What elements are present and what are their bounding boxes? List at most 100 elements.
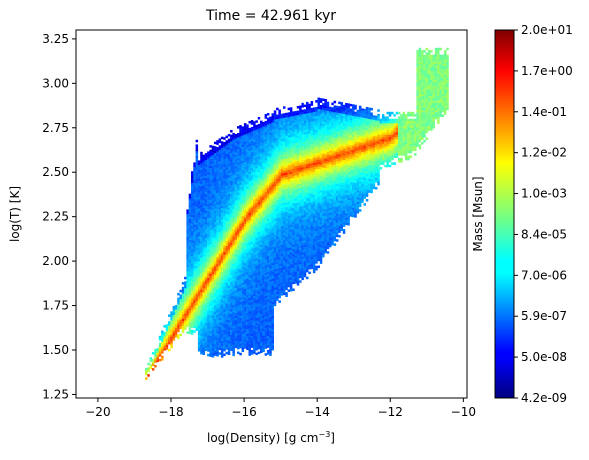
heatmap-cell: [262, 142, 265, 146]
heatmap-cell: [218, 267, 222, 270]
heatmap-cell: [308, 255, 311, 258]
heatmap-cell: [232, 303, 235, 306]
heatmap-cell: [310, 137, 314, 141]
heatmap-cell: [303, 148, 307, 151]
heatmap-cell: [296, 257, 300, 261]
heatmap-cell: [230, 173, 233, 177]
heatmap-cell: [204, 265, 208, 269]
heatmap-cell: [264, 199, 268, 202]
heatmap-cell: [248, 288, 251, 292]
heatmap-cell: [223, 247, 226, 251]
heatmap-cell: [209, 342, 212, 346]
heatmap-cell: [255, 166, 258, 169]
heatmap-cell: [269, 128, 272, 131]
heatmap-cell: [211, 233, 215, 236]
heatmap-cell: [179, 303, 182, 307]
heatmap-cell: [271, 150, 274, 153]
heatmap-cell: [273, 246, 277, 249]
heatmap-cell: [202, 341, 205, 344]
heatmap-cell: [220, 182, 224, 186]
heatmap-cell: [250, 237, 254, 240]
heatmap-cell: [202, 230, 205, 234]
heatmap-cell: [289, 176, 293, 179]
heatmap-cell: [216, 172, 219, 175]
heatmap-cell: [234, 278, 238, 282]
heatmap-cell: [264, 268, 268, 271]
heatmap-cell: [310, 209, 314, 212]
heatmap-cell: [197, 312, 201, 315]
heatmap-cell: [269, 307, 272, 310]
heatmap-cell: [294, 120, 297, 123]
heatmap-cell: [223, 319, 226, 322]
heatmap-cell: [200, 287, 203, 290]
heatmap-cell: [191, 281, 194, 285]
heatmap-cell: [211, 263, 215, 266]
heatmap-cell: [306, 161, 309, 165]
heatmap-cell: [234, 281, 238, 284]
heatmap-cell: [276, 197, 279, 200]
heatmap-cell: [283, 145, 286, 148]
heatmap-cell: [234, 136, 238, 139]
heatmap-cell: [204, 187, 208, 191]
heatmap-cell: [303, 166, 307, 170]
heatmap-cell: [294, 278, 297, 282]
heatmap-cell: [234, 203, 238, 206]
heatmap-cell: [204, 183, 208, 186]
heatmap-cell: [266, 326, 270, 330]
heatmap-cell: [204, 224, 208, 227]
heatmap-cell: [220, 300, 224, 303]
heatmap-cell: [306, 120, 309, 123]
heatmap-cell: [220, 210, 224, 213]
heatmap-cell: [248, 153, 251, 156]
heatmap-cell: [218, 315, 222, 318]
heatmap-cell: [172, 310, 176, 313]
heatmap-cell: [197, 217, 201, 221]
heatmap-cell: [310, 101, 314, 104]
heatmap-cell: [225, 174, 228, 178]
heatmap-cell: [237, 146, 240, 150]
heatmap-cell: [292, 217, 295, 220]
heatmap-cell: [214, 334, 217, 338]
heatmap-cell: [227, 239, 231, 243]
heatmap-cell: [223, 217, 226, 221]
heatmap-cell: [255, 336, 258, 339]
heatmap-cell: [243, 155, 247, 158]
heatmap-cell: [232, 284, 235, 288]
heatmap-cell: [186, 317, 189, 320]
heatmap-cell: [191, 293, 194, 296]
heatmap-cell: [234, 255, 238, 259]
heatmap-cell: [177, 329, 180, 333]
heatmap-cell: [246, 232, 249, 235]
heatmap-cell: [308, 227, 311, 231]
heatmap-cell: [218, 145, 222, 148]
heatmap-cell: [248, 344, 251, 347]
heatmap-cell: [156, 348, 159, 351]
heatmap-cell: [172, 315, 176, 318]
heatmap-cell: [225, 172, 228, 175]
heatmap-cell: [207, 160, 210, 164]
heatmap-cell: [299, 195, 302, 198]
heatmap-cell: [227, 161, 231, 165]
heatmap-cell: [191, 224, 194, 227]
heatmap-cell: [234, 150, 238, 153]
heatmap-cell: [211, 318, 215, 321]
heatmap-cell: [273, 204, 277, 208]
heatmap-cell: [262, 262, 265, 265]
heatmap-cell: [220, 260, 224, 264]
heatmap-cell: [299, 225, 302, 228]
heatmap-cell: [195, 188, 199, 191]
heatmap-cell: [232, 185, 235, 189]
heatmap-cell: [223, 206, 226, 209]
heatmap-cell: [283, 230, 286, 233]
heatmap-cell: [260, 306, 263, 310]
heatmap-cell: [253, 319, 256, 322]
heatmap-cell: [214, 226, 217, 230]
heatmap-cell: [232, 342, 235, 345]
heatmap-cell: [197, 236, 201, 239]
heatmap-cell: [239, 233, 242, 236]
heatmap-cell: [285, 223, 288, 226]
heatmap-cell: [264, 114, 268, 117]
heatmap-cell: [296, 204, 300, 208]
heatmap-cell: [294, 249, 297, 252]
heatmap-cell: [202, 166, 205, 169]
